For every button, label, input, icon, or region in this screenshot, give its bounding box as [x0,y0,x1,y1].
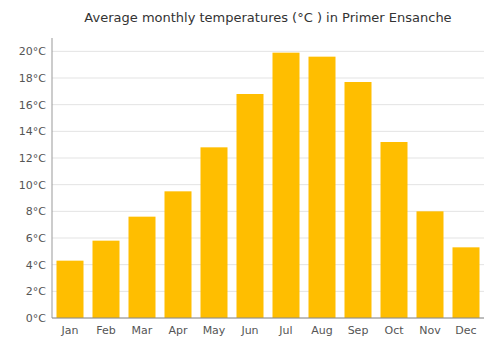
y-tick-label: 18°C [19,72,46,85]
grid-line [52,184,484,185]
bar [273,53,300,318]
chart-container: Average monthly temperatures (°C ) in Pr… [0,0,500,350]
bar [129,217,156,318]
x-tick-label: Nov [419,324,441,337]
grid-line [52,158,484,159]
x-tick-label: Jul [278,324,292,337]
chart: Average monthly temperatures (°C ) in Pr… [0,0,500,350]
y-tick-label: 8°C [26,205,46,218]
bar [417,211,444,318]
x-axis: Jan Feb Mar Apr May Jun Jul Aug Sep Oct Nov Dec [61,324,477,337]
y-tick-label: 16°C [19,99,46,112]
y-tick-label: 14°C [19,125,46,138]
bar [309,57,336,318]
grid-line [52,131,484,132]
x-tick-label: Feb [96,324,115,337]
x-tick-label: Sep [348,324,369,337]
grid-line [52,104,484,105]
y-tick-label: 4°C [26,259,46,272]
y-axis: 0°C 2°C 4°C 6°C 8°C 10°C 12°C 14°C 16°C 18°C 20°C [19,45,484,325]
x-tick-label: Mar [132,324,153,337]
bar [165,191,192,318]
x-tick-label: Aug [311,324,332,337]
x-tick-label: May [203,324,226,337]
bar [93,241,120,318]
title: Average monthly temperatures (°C ) in Pr… [84,10,451,25]
grid-line [52,51,484,52]
bar [237,94,264,318]
x-tick-label: Jun [240,324,258,337]
y-tick-label: 6°C [26,232,46,245]
grid-line [52,78,484,79]
x-tick-label: Jan [61,324,79,337]
y-tick-label: 0°C [26,312,46,325]
x-axis-line [52,318,484,319]
grid-line [52,318,484,319]
bar [201,147,228,318]
x-tick-label: Oct [384,324,404,337]
y-tick-label: 20°C [19,45,46,58]
bars [57,53,480,318]
bar [57,261,84,318]
y-tick-label: 12°C [19,152,46,165]
bar [345,82,372,318]
bar [381,142,408,318]
x-tick-label: Dec [455,324,476,337]
y-tick-label: 10°C [19,179,46,192]
x-tick-label: Apr [168,324,188,337]
bar [453,247,480,318]
y-tick-label: 2°C [26,285,46,298]
y-axis-line [52,38,53,318]
